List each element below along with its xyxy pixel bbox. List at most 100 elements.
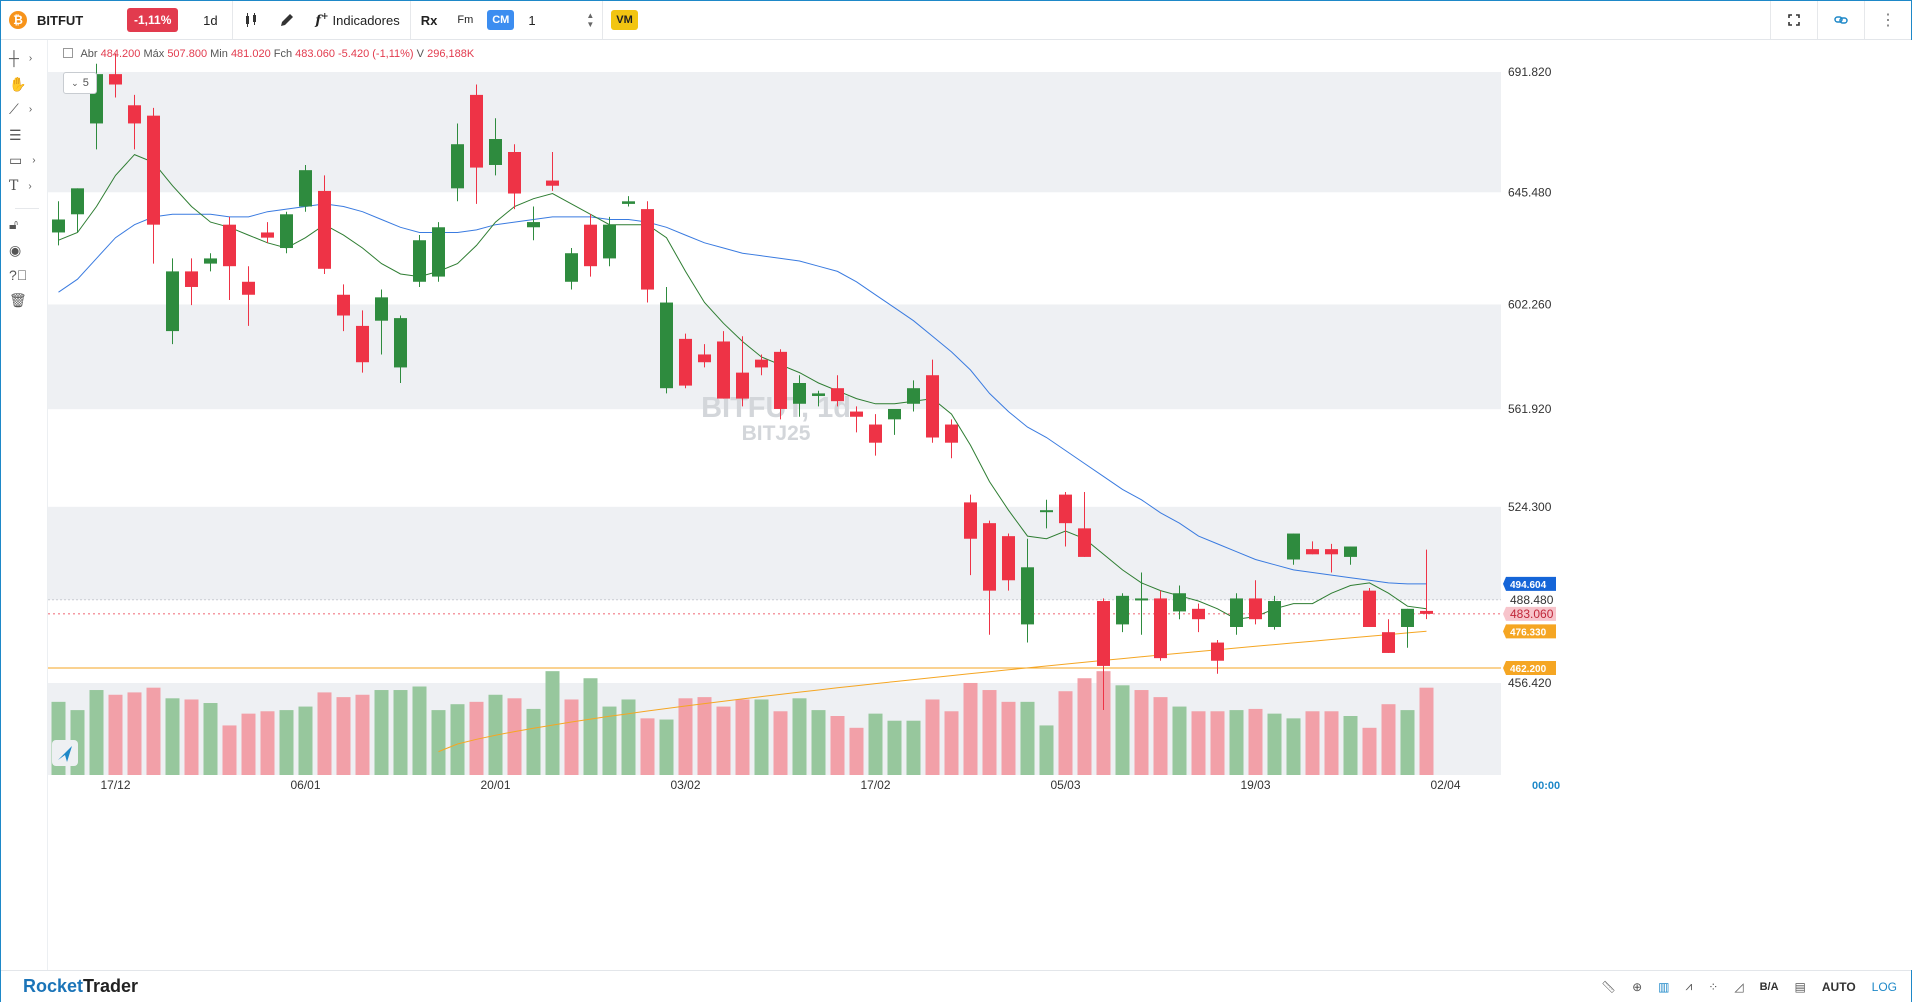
price-chart[interactable]: BITFUT, 1d BITJ25 691.820645.480602.2605… (48, 40, 1912, 970)
candle (1173, 585, 1186, 620)
candle-body (774, 351, 787, 409)
chevron-right-icon: › (28, 103, 33, 115)
candle-body (1097, 601, 1110, 666)
volume-bar (1210, 711, 1225, 775)
bottom-bar: RocketTrader 📏︎ ⊕ ▥ ⩘ ⁘ ◿ B/A ▤ AUTO LOG (1, 970, 1911, 1002)
high-label: Máx (143, 48, 165, 60)
table-icon[interactable]: ▤ (1794, 979, 1806, 994)
help-tool[interactable]: ?⃝ (9, 263, 45, 287)
candle-body (1192, 608, 1205, 620)
time-tick-label: 05/03 (1050, 778, 1080, 792)
fib-tool[interactable]: ☰ (9, 123, 45, 147)
navigate-arrow-button[interactable] (52, 740, 78, 766)
volume-bar (1343, 716, 1358, 775)
price-tick-label: 691.820 (1508, 65, 1552, 79)
candle (717, 331, 730, 399)
stepper-up-icon[interactable]: ▲ (586, 11, 595, 20)
indicators-button[interactable]: f+ Indicadores (305, 1, 409, 39)
chart-type-button[interactable] (233, 1, 269, 39)
brand-logo: RocketTrader (23, 976, 138, 997)
candle-body (1287, 533, 1300, 560)
chevron-right-icon: › (28, 52, 33, 64)
indicator-period-toggle[interactable]: ⌄ 5 (63, 72, 97, 94)
candle-body (1154, 598, 1167, 659)
candle (1040, 499, 1053, 529)
candle-body (1268, 601, 1281, 627)
chevron-down-icon: ⌄ (71, 77, 79, 88)
link-button[interactable] (1818, 1, 1864, 39)
time-axis-label: 00:00 (1532, 780, 1560, 792)
candle-body (166, 271, 179, 332)
candle (71, 188, 84, 233)
crosshair-tool[interactable]: ┼ › (9, 46, 45, 70)
volume-bar (735, 699, 750, 775)
interval-selector[interactable]: 1d (188, 1, 232, 39)
candle-body (147, 115, 160, 225)
volume-bar (374, 690, 389, 775)
volume-bar (545, 671, 560, 775)
quantity-stepper[interactable]: ▲ ▼ (578, 1, 602, 39)
candle (242, 266, 255, 326)
candle-body (1249, 598, 1262, 620)
visibility-tool[interactable]: ◉ (9, 238, 45, 262)
toolbar-divider (1817, 1, 1818, 39)
line-tool[interactable]: ⟋ › (9, 97, 45, 121)
high-value: 507.800 (167, 48, 208, 60)
bar-chart-icon[interactable]: ▥ (1658, 979, 1670, 994)
log-scale-button[interactable]: LOG (1871, 979, 1897, 994)
candle-body (261, 232, 274, 238)
volume-bar (1153, 697, 1168, 775)
area-chart-icon[interactable]: ◿ (1734, 979, 1744, 994)
candle (337, 284, 350, 332)
pan-tool[interactable]: ✋ (9, 72, 45, 96)
text-tool[interactable]: T › (9, 174, 45, 198)
collapse-icon[interactable] (63, 48, 73, 58)
fm-button[interactable]: Fm (447, 1, 483, 39)
time-tick-label: 17/02 (860, 778, 890, 792)
price-tag: 476.330 (1503, 624, 1556, 639)
price-tag-bg (1503, 660, 1556, 675)
low-label: Min (210, 48, 228, 60)
volume-bar (602, 706, 617, 775)
stepper-down-icon[interactable]: ▼ (586, 20, 595, 29)
hand-icon: ✋ (9, 75, 27, 92)
volume-bar (944, 711, 959, 775)
brand-trader: Trader (83, 976, 139, 996)
cm-label: CM (487, 10, 515, 30)
vm-button[interactable]: VM (603, 1, 646, 39)
candle (204, 253, 217, 272)
fullscreen-button[interactable] (1771, 1, 1817, 39)
shape-tool[interactable]: ▭ › (9, 148, 45, 172)
brand-rocket: Rocket (23, 976, 84, 996)
rx-button[interactable]: Rx (411, 1, 448, 39)
lock-tool[interactable]: 🔓︎ (9, 212, 45, 236)
ba-button[interactable]: B/A (1759, 980, 1779, 993)
volume-value: 296,188K (427, 48, 475, 60)
drawing-button[interactable] (269, 1, 305, 39)
scatter-icon[interactable]: ⁘ (1708, 979, 1719, 994)
time-tick-label: 02/04 (1430, 778, 1460, 792)
quantity-input[interactable]: 1 (518, 1, 578, 39)
price-tag-label: 488.480 (1510, 593, 1554, 607)
candle (375, 289, 388, 355)
volume-bar (982, 690, 997, 775)
line-chart-icon[interactable]: ⩘ (1685, 979, 1693, 993)
candle (622, 196, 635, 207)
more-button[interactable]: ⋮ (1865, 1, 1911, 39)
toolbar-divider (1770, 1, 1771, 39)
ruler-icon[interactable]: 📏︎ (1600, 979, 1617, 994)
cm-button[interactable]: CM (483, 1, 518, 39)
candlestick-icon (246, 13, 257, 27)
volume-bar (1362, 727, 1377, 775)
bitcoin-icon: ₿ (9, 11, 27, 29)
candle-body (223, 224, 236, 267)
zoom-icon[interactable]: ⊕ (1632, 979, 1643, 994)
candle (280, 211, 293, 254)
volume-bar (583, 678, 598, 775)
auto-scale-button[interactable]: AUTO (1821, 979, 1856, 994)
delete-tool[interactable]: 🗑︎ (9, 288, 45, 312)
candle (641, 201, 654, 303)
volume-bar (1324, 711, 1339, 775)
candle-body (1040, 510, 1053, 513)
symbol-selector[interactable]: BITFUT (27, 1, 117, 39)
